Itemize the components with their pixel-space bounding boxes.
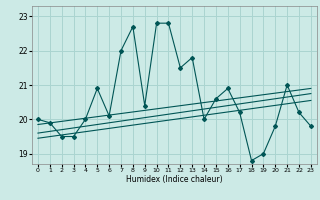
X-axis label: Humidex (Indice chaleur): Humidex (Indice chaleur)	[126, 175, 223, 184]
